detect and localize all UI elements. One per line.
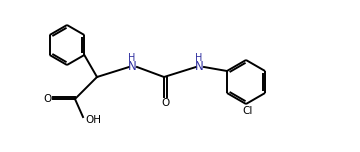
- Text: H: H: [195, 53, 203, 63]
- Text: N: N: [128, 60, 136, 74]
- Text: H: H: [128, 53, 136, 63]
- Text: O: O: [44, 94, 52, 104]
- Text: Cl: Cl: [243, 106, 253, 116]
- Text: N: N: [195, 60, 203, 74]
- Text: O: O: [161, 98, 169, 108]
- Text: OH: OH: [85, 115, 101, 125]
